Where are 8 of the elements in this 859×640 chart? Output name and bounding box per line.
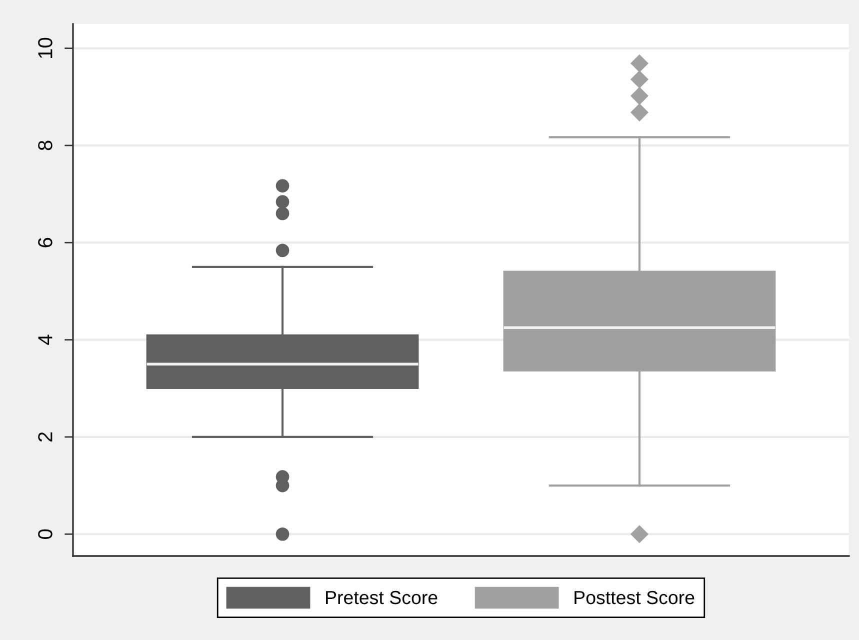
legend-label: Posttest Score	[574, 590, 694, 604]
y-tick-label: 8	[38, 140, 52, 150]
legend-label: Pretest Score	[326, 590, 438, 604]
y-tick-label: 0	[38, 529, 52, 539]
y-tick-label: 10	[38, 38, 52, 58]
y-tick-label: 6	[38, 238, 52, 248]
y-tick-label: 4	[38, 334, 52, 345]
y-tick-label: 2	[38, 432, 52, 442]
